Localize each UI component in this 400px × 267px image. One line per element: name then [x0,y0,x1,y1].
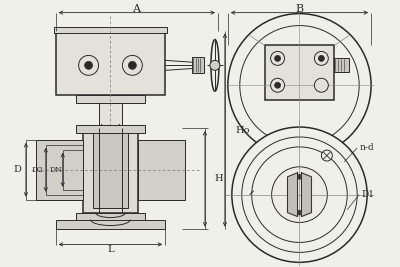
Bar [138,140,185,200]
Bar [76,95,145,103]
Bar [265,45,334,100]
Circle shape [321,150,332,161]
Text: A: A [132,4,140,14]
Circle shape [271,52,284,65]
Circle shape [275,82,280,88]
Bar [92,133,128,208]
Bar [334,58,349,72]
Circle shape [275,56,280,61]
Circle shape [232,127,367,262]
Polygon shape [302,173,312,217]
Text: D: D [13,165,21,174]
Bar [83,128,138,213]
Circle shape [242,137,357,252]
Text: Ho: Ho [236,125,250,135]
Circle shape [297,210,302,215]
Circle shape [128,61,136,69]
Bar [192,57,204,73]
Circle shape [271,78,284,92]
Text: H: H [214,174,222,183]
Bar [98,103,122,125]
Circle shape [79,56,98,75]
Circle shape [272,167,327,222]
Circle shape [318,56,324,61]
Bar [36,140,83,200]
Bar [76,213,145,225]
Bar [56,219,165,230]
Circle shape [240,26,359,145]
Circle shape [314,78,328,92]
Circle shape [85,61,92,69]
Polygon shape [288,173,298,217]
Circle shape [314,52,328,65]
Text: D1: D1 [361,190,374,199]
Text: L: L [107,245,114,254]
Text: DN: DN [49,166,62,174]
Text: D2: D2 [32,166,44,174]
Text: n-d: n-d [359,143,374,152]
Bar [76,125,145,133]
Circle shape [297,174,302,179]
Bar [56,30,165,95]
Circle shape [122,56,142,75]
Circle shape [252,147,347,242]
Circle shape [210,60,220,70]
Circle shape [228,14,371,157]
Text: B: B [296,4,304,14]
Bar [54,26,167,33]
